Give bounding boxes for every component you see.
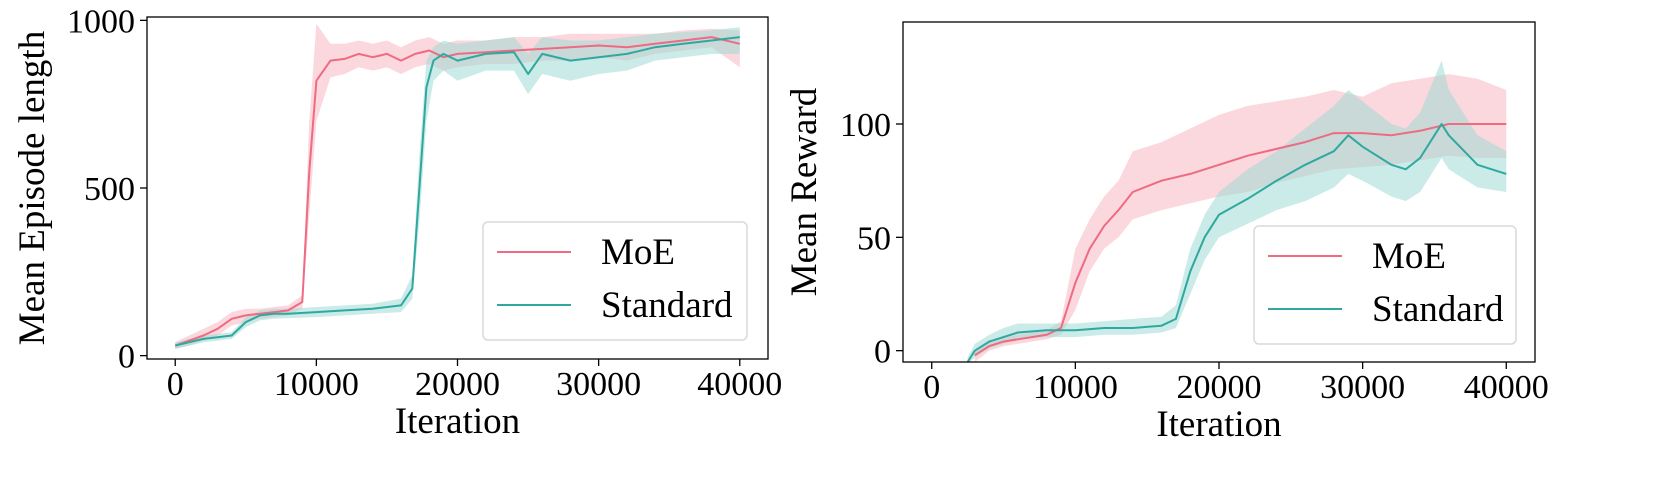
band-moe (175, 23, 740, 349)
x-tick-label: 40000 (697, 366, 782, 403)
y-axis-title: Mean Episode length (12, 30, 53, 345)
band-standard (967, 60, 1507, 362)
plot-area (174, 23, 741, 349)
x-tick-label: 20000 (415, 366, 500, 403)
y-axis-title: Mean Reward (784, 87, 825, 296)
y-tick-label: 1000 (67, 3, 135, 40)
legend-label-standard: Standard (1372, 289, 1504, 330)
x-tick-label: 40000 (1464, 369, 1549, 406)
line-moe (174, 36, 741, 347)
x-tick-label: 30000 (556, 366, 641, 403)
x-tick-label: 10000 (1033, 369, 1118, 406)
plot-area (966, 60, 1507, 362)
x-axis-title: Iteration (395, 401, 520, 442)
episode-length-chart: 0 10000 20000 30000 40000 0 500 1000 Iteration Me… (12, 3, 782, 442)
line-standard (174, 36, 740, 347)
line-moe (974, 123, 1507, 357)
line-standard (966, 123, 1507, 362)
y-tick-label: 50 (857, 220, 891, 257)
y-tick-label: 0 (118, 339, 135, 376)
legend-label-moe: MoE (1372, 236, 1446, 277)
y-tick-label: 100 (840, 107, 891, 144)
legend-label-moe: MoE (601, 232, 675, 273)
reward-chart: 0 10000 20000 30000 40000 0 50 100 Iteration Mean… (784, 21, 1549, 445)
x-tick-label: 30000 (1320, 369, 1405, 406)
y-tick-label: 500 (84, 171, 135, 208)
legend: MoE Standard (1253, 225, 1517, 345)
legend-label-standard: Standard (601, 285, 733, 326)
x-tick-label: 10000 (274, 366, 359, 403)
x-tick-label: 20000 (1177, 369, 1262, 406)
legend: MoE Standard (482, 221, 748, 341)
x-axis-title: Iteration (1156, 404, 1281, 445)
y-tick-label: 0 (874, 334, 891, 371)
x-tick-label: 0 (923, 369, 940, 406)
x-tick-label: 0 (167, 366, 184, 403)
